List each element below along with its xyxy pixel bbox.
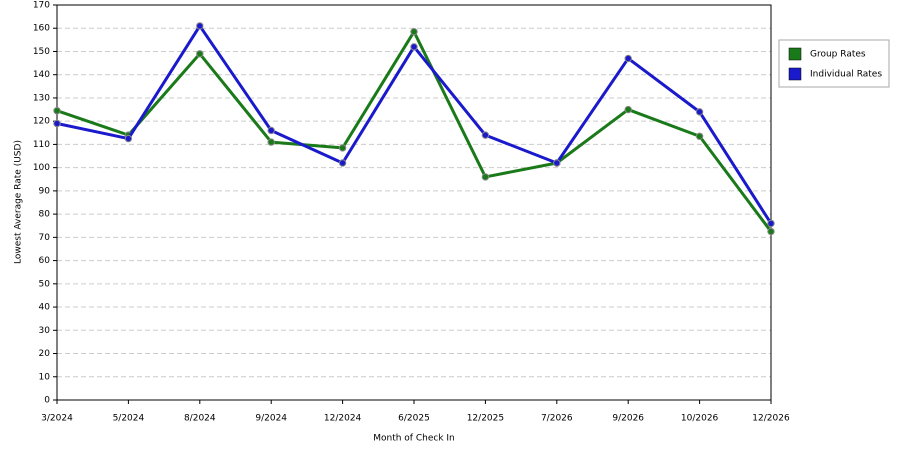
data-point [410,43,418,51]
y-tick-label: 120 [33,117,50,127]
y-tick-label: 70 [39,233,51,243]
y-tick-label: 150 [33,47,50,57]
x-tick-label: 6/2025 [398,414,430,424]
y-tick-label: 80 [39,210,51,220]
x-tick-label: 8/2024 [184,414,216,424]
data-point [338,159,347,167]
y-tick-label: 130 [33,93,50,103]
x-tick-label: 12/2025 [467,414,504,424]
data-point [338,144,347,152]
plot-frame [56,4,772,401]
y-tick-label: 140 [33,70,50,80]
data-point [196,50,204,58]
y-tick-label: 0 [44,396,50,406]
x-tick-label: 5/2024 [113,414,145,424]
y-tick-label: 100 [33,163,50,173]
y-tick-label: 30 [39,326,51,336]
y-tick-label: 90 [39,186,51,196]
legend-label: Group Rates [810,50,866,60]
x-tick-label: 10/2026 [681,414,719,424]
legend-swatch [788,67,802,81]
data-point [53,119,61,128]
x-tick-label: 9/2026 [612,414,644,424]
x-tick-label: 12/2024 [324,414,362,424]
data-point [624,54,632,63]
series-line [56,30,773,233]
data-point [553,159,561,167]
data-point [767,227,775,236]
x-tick-label: 9/2024 [255,414,287,424]
data-point [267,138,275,146]
y-tick-label: 40 [39,303,51,313]
x-axis-label: Month of Check In [373,434,455,444]
data-point [53,107,61,115]
x-tick-label: 3/2024 [41,414,73,424]
data-point [695,108,704,116]
y-tick-label: 170 [33,1,50,11]
data-point [624,105,632,114]
data-point [124,134,133,143]
y-tick-label: 110 [33,140,50,150]
data-point [481,131,490,139]
data-point [481,173,490,181]
data-point [267,126,275,135]
legend-label: Individual Rates [810,70,882,80]
y-tick-label: 10 [39,372,51,382]
y-tick-label: 60 [39,256,51,266]
series-line [56,24,773,225]
data-point [695,132,704,140]
data-point [410,28,418,36]
x-tick-label: 7/2026 [541,414,573,424]
y-tick-label: 50 [39,279,51,289]
data-point [767,219,775,228]
data-point [196,22,204,30]
y-axis-label: Lowest Average Rate (USD) [14,140,24,264]
y-tick-label: 160 [33,24,50,34]
x-tick-label: 12/2026 [752,414,790,424]
legend-swatch [788,47,802,61]
y-tick-label: 20 [39,349,51,359]
